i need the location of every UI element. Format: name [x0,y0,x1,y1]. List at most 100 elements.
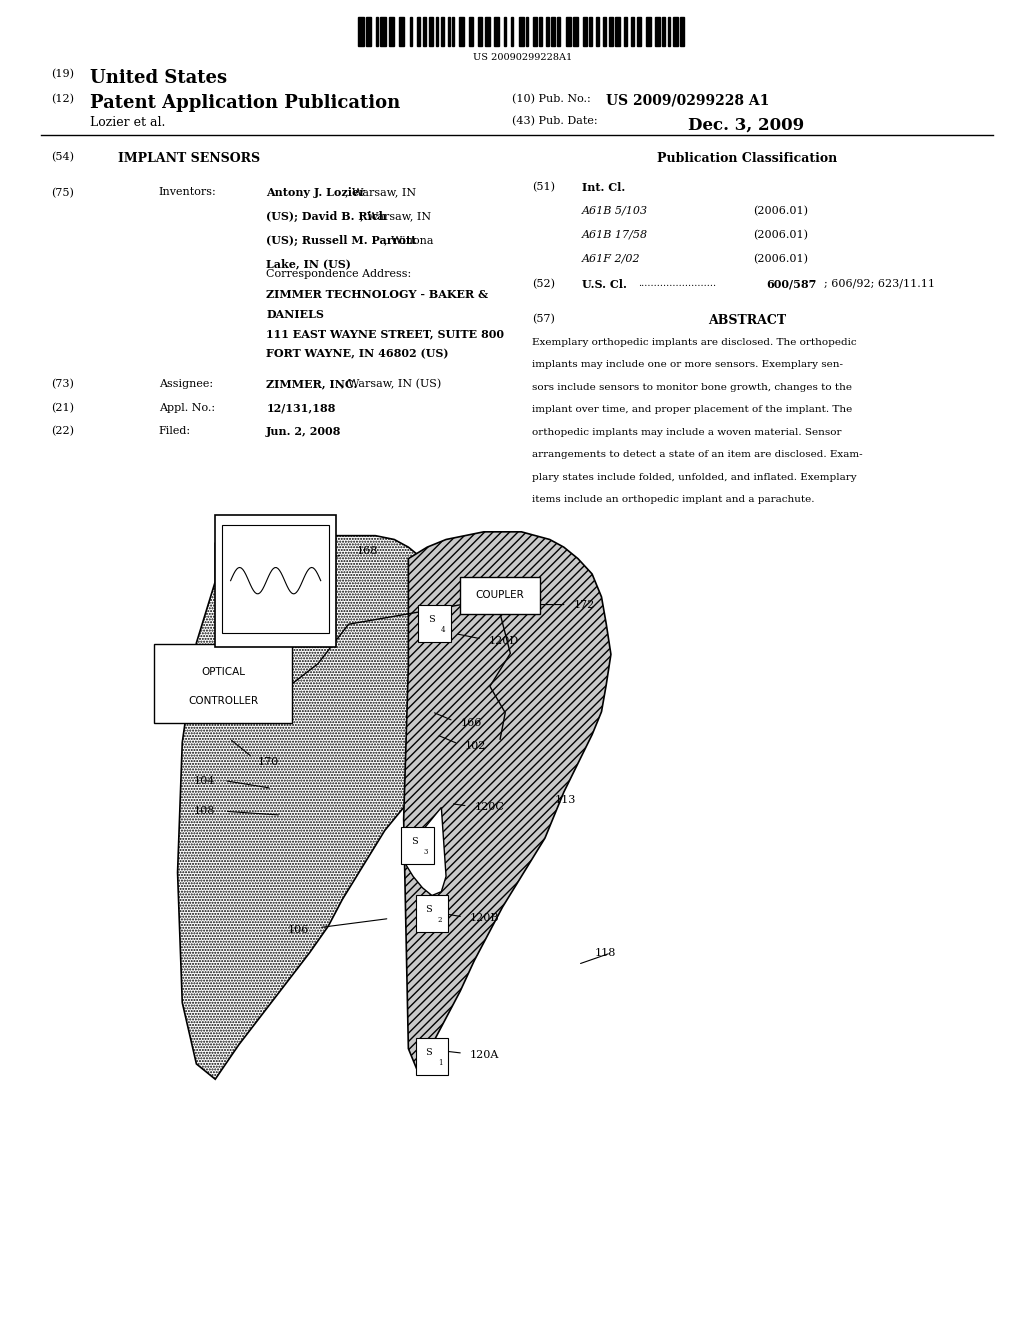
Text: US 20090299228A1: US 20090299228A1 [473,53,571,62]
Bar [631,17,634,46]
Text: 120D: 120D [488,636,519,647]
Bar [436,17,438,46]
Text: (57): (57) [532,314,555,325]
Text: (52): (52) [532,279,555,289]
Text: 108: 108 [194,807,215,816]
Text: .........................: ......................... [638,279,716,288]
Bar [376,17,378,46]
Text: 102: 102 [465,742,486,751]
Text: 120A: 120A [470,1049,499,1060]
Text: Appl. No.:: Appl. No.: [159,403,215,413]
Text: (10) Pub. No.:: (10) Pub. No.: [512,94,591,104]
Bar [596,17,599,46]
Text: 111 EAST WAYNE STREET, SUITE 800: 111 EAST WAYNE STREET, SUITE 800 [266,329,504,339]
Text: Lozier et al.: Lozier et al. [90,116,166,129]
Text: ; 606/92; 623/11.11: ; 606/92; 623/11.11 [824,279,935,289]
Bar [459,17,464,46]
Text: ZIMMER TECHNOLOGY - BAKER &: ZIMMER TECHNOLOGY - BAKER & [266,289,488,300]
Bar [609,17,613,46]
Bar [452,17,454,46]
Text: 4: 4 [440,626,445,635]
Text: S: S [426,1048,432,1057]
Text: Assignee:: Assignee: [159,379,213,389]
Text: Dec. 3, 2009: Dec. 3, 2009 [688,116,804,133]
Bar [416,1038,449,1074]
Bar [518,17,523,46]
Polygon shape [177,536,460,1080]
Text: COUPLER: COUPLER [476,590,524,601]
Text: (75): (75) [51,187,74,198]
Text: (22): (22) [51,426,74,437]
Text: S: S [428,615,435,624]
Text: (2006.01): (2006.01) [753,253,808,264]
Text: orthopedic implants may include a woven material. Sensor: orthopedic implants may include a woven … [532,428,842,437]
Text: 120B: 120B [470,913,499,924]
Text: Publication Classification: Publication Classification [657,152,838,165]
Bar [526,17,528,46]
Bar [557,17,560,46]
Bar [668,17,670,46]
Text: 118: 118 [594,948,615,958]
Text: plary states include folded, unfolded, and inflated. Exemplary: plary states include folded, unfolded, a… [532,473,857,482]
Text: Inventors:: Inventors: [159,187,216,198]
Text: S: S [426,904,432,913]
Bar [539,17,543,46]
Text: (US); David B. Rich: (US); David B. Rich [266,211,387,222]
Text: 172: 172 [573,599,595,610]
Bar [429,17,433,46]
Bar [460,577,540,614]
Text: Correspondence Address:: Correspondence Address: [266,269,412,280]
Text: implants may include one or more sensors. Exemplary sen-: implants may include one or more sensors… [532,360,844,370]
Bar [401,828,434,865]
Text: Exemplary orthopedic implants are disclosed. The orthopedic: Exemplary orthopedic implants are disclo… [532,338,857,347]
Bar [646,17,651,46]
Bar [534,17,537,46]
Bar [478,17,481,46]
Polygon shape [403,532,611,1072]
Text: A61B 17/58: A61B 17/58 [582,230,648,240]
Text: (19): (19) [51,69,74,79]
Bar [681,17,684,46]
Text: ZIMMER, INC.: ZIMMER, INC. [266,379,357,389]
Text: items include an orthopedic implant and a parachute.: items include an orthopedic implant and … [532,495,815,504]
Bar [416,895,449,932]
Text: US 2009/0299228 A1: US 2009/0299228 A1 [606,94,770,108]
Text: 104: 104 [194,776,215,785]
Bar [589,17,592,46]
Bar [399,17,404,46]
Text: 113: 113 [554,795,575,805]
Text: (2006.01): (2006.01) [753,230,808,240]
Text: (51): (51) [532,182,555,193]
Text: 106: 106 [288,925,309,935]
Bar [673,17,678,46]
Bar [389,17,394,46]
Bar [511,17,513,46]
Text: 166: 166 [460,718,481,729]
Bar [417,17,421,46]
Text: Filed:: Filed: [159,426,190,437]
Text: (US); Russell M. Parrott: (US); Russell M. Parrott [266,235,417,246]
Text: (2006.01): (2006.01) [753,206,808,216]
Text: A61B 5/103: A61B 5/103 [582,206,648,216]
Text: sors include sensors to monitor bone growth, changes to the: sors include sensors to monitor bone gro… [532,383,852,392]
Text: Antony J. Lozier: Antony J. Lozier [266,187,366,198]
Text: OPTICAL: OPTICAL [201,667,245,677]
Bar [215,515,336,647]
Bar [584,17,587,46]
Text: 600/587: 600/587 [766,279,816,289]
Text: 12/131,188: 12/131,188 [266,403,336,413]
Bar [222,525,329,634]
Bar [447,17,450,46]
Text: IMPLANT SENSORS: IMPLANT SENSORS [118,152,260,165]
Text: 168: 168 [356,546,378,556]
Text: , Warsaw, IN: , Warsaw, IN [345,187,416,198]
Bar [572,17,578,46]
Bar [654,17,659,46]
Text: , Warsaw, IN: , Warsaw, IN [359,211,431,222]
Text: FORT WAYNE, IN 46802 (US): FORT WAYNE, IN 46802 (US) [266,348,449,359]
Text: Lake, IN (US): Lake, IN (US) [266,259,351,269]
Text: ABSTRACT: ABSTRACT [709,314,786,327]
Bar [504,17,506,46]
Bar [358,17,364,46]
Text: , Warsaw, IN (US): , Warsaw, IN (US) [341,379,441,389]
